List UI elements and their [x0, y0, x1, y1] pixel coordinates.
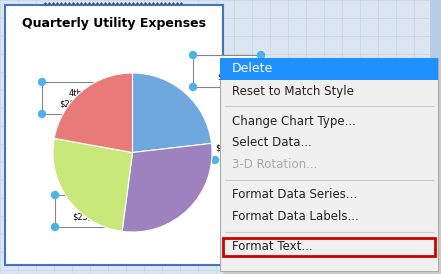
Circle shape: [106, 110, 113, 118]
Circle shape: [52, 192, 59, 198]
Circle shape: [190, 84, 197, 90]
Bar: [55, 195, 123, 227]
Text: 1st: 1st: [220, 62, 233, 71]
Text: Delete: Delete: [232, 62, 273, 76]
Text: $28,704: $28,704: [59, 100, 93, 109]
Text: 3rd: 3rd: [82, 202, 96, 211]
Text: Format Data Series...: Format Data Series...: [232, 189, 357, 201]
Wedge shape: [53, 138, 132, 231]
Text: $23,: $23,: [218, 73, 236, 82]
Bar: [223, 238, 435, 256]
Text: $25,564: $25,564: [72, 213, 106, 222]
Circle shape: [38, 110, 45, 118]
Text: Format Data Labels...: Format Data Labels...: [232, 210, 359, 224]
Text: Format Text...: Format Text...: [232, 241, 313, 253]
Wedge shape: [54, 73, 132, 153]
Circle shape: [106, 78, 113, 85]
Text: Change Chart Type...: Change Chart Type...: [232, 115, 356, 127]
Circle shape: [258, 84, 265, 90]
Circle shape: [120, 192, 127, 198]
Circle shape: [212, 156, 218, 164]
Circle shape: [120, 224, 127, 230]
Text: $2: $2: [215, 144, 226, 153]
Wedge shape: [132, 73, 212, 153]
Bar: [220, 58, 438, 271]
Bar: [193, 55, 261, 87]
Bar: [223, 61, 441, 274]
Text: Select Data...: Select Data...: [232, 136, 312, 150]
Circle shape: [38, 78, 45, 85]
Bar: [220, 58, 438, 80]
Bar: [430, 0, 441, 274]
Bar: [42, 82, 110, 114]
Text: Quarterly Utility Expenses: Quarterly Utility Expenses: [22, 16, 206, 30]
Bar: [5, 5, 223, 265]
Wedge shape: [122, 143, 212, 232]
Circle shape: [190, 52, 197, 59]
Text: 3-D Rotation...: 3-D Rotation...: [232, 158, 318, 172]
Text: 4th: 4th: [69, 89, 83, 98]
Text: Reset to Match Style: Reset to Match Style: [232, 84, 354, 98]
Circle shape: [52, 224, 59, 230]
Circle shape: [258, 52, 265, 59]
